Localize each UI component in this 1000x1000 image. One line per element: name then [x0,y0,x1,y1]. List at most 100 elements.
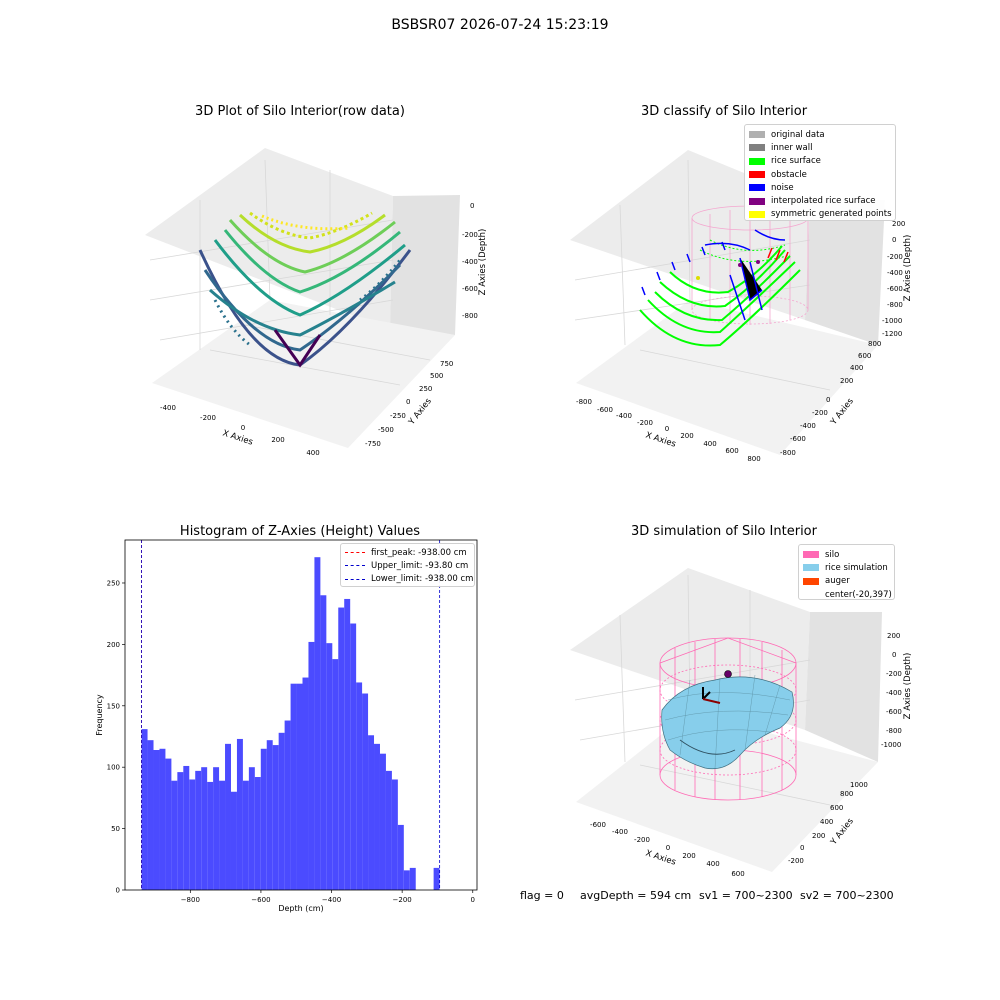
z-tick: 0 [892,236,896,244]
histogram-bar [326,643,333,890]
x-tick: -400 [616,412,632,420]
legend-swatch [749,131,765,139]
legend-swatch [803,577,819,585]
y-tick: 400 [850,364,863,372]
z-tick: -200 [886,670,902,678]
histogram-bar [391,779,398,890]
x-tick: -600 [590,821,606,829]
histogram-bar [362,693,369,890]
histogram-bar [141,729,148,890]
y-tick: -200 [812,409,828,417]
obstacle-points [767,247,789,263]
noise-points [641,229,786,321]
raw-data-3d-plot: -400 -200 0 200 400 -750 -500 -250 0 250… [145,148,488,457]
x-tick: 800 [747,455,760,463]
side-pane [805,612,882,762]
z-tick: 200 [892,220,905,228]
y-tick: 600 [858,352,871,360]
histogram-bar [368,735,375,890]
histogram-bar [350,623,357,890]
histogram-bar [189,779,196,890]
histogram-bar [272,745,279,890]
legend-item-symmetric: symmetric generated points [749,208,892,221]
histogram-bar [308,641,315,890]
legend-item-rice-simulation: rice simulation [803,561,888,574]
y-tick: -200 [788,857,804,865]
y-tick-label: 200 [107,641,120,649]
x-tick: -200 [200,414,216,422]
z-tick: 200 [887,632,900,640]
legend-swatch [749,171,765,179]
y-tick: 1000 [850,781,868,789]
histogram-bar [403,870,410,890]
z-axis-label: Z Axies (Depth) [903,653,913,720]
histogram-bar [225,743,231,890]
legend-item-first-peak: first_peak: -938.00 cm [345,546,468,559]
x-tick: 200 [271,436,284,444]
legend-swatch [749,144,765,152]
histogram-bar [171,780,178,890]
z-tick: -400 [886,689,902,697]
x-axis-label: X Axies [221,428,254,447]
histogram-bar [356,682,363,890]
axis-ticks: -600 -400 -200 0 200 400 600 -200 0 200 … [590,632,902,878]
y-tick: -400 [800,422,816,430]
legend-line-swatch [345,565,365,567]
rice-surface-mesh [664,674,791,769]
histogram-bar [183,765,190,890]
legend-line-swatch [345,578,365,580]
rice-simulation-surface [661,676,794,770]
legend-swatch [803,551,819,559]
x-axis-label: Depth (cm) [278,904,323,913]
x-tick: -800 [576,398,592,406]
y-axis-ticks: 0 50 100 150 200 250 [107,579,125,895]
histogram-bar [344,598,351,890]
z-tick: -1000 [882,317,902,325]
x-tick-label: −800 [181,896,200,904]
histogram-bar [230,791,237,890]
rice-surface [639,245,801,347]
histogram-bar [260,748,267,890]
histogram-bar [147,740,154,890]
side-pane [390,195,460,335]
legend-item-lower-limit: Lower_limit: -938.00 cm [345,573,473,586]
histogram-bar [374,743,380,890]
x-tick-label: 0 [471,896,475,904]
y-tick: 200 [812,832,825,840]
histogram-bar [338,607,345,890]
x-tick: -200 [634,836,650,844]
z-tick: -200 [462,231,478,239]
z-tick: 0 [470,202,474,210]
x-tick: 0 [665,425,669,433]
x-axis-label: X Axies [644,848,677,867]
axis-ticks: -800 -600 -400 -200 0 200 400 600 800 -8… [576,220,905,463]
histogram-bar [320,595,327,890]
y-tick: -600 [790,435,806,443]
z-tick: -600 [462,285,478,293]
y-tick: 0 [406,398,410,406]
y-tick: 500 [430,372,443,380]
y-tick-label: 0 [116,887,120,895]
legend-item-inner-wall: inner wall [749,141,889,154]
x-tick-label: −600 [251,896,270,904]
histogram-bar [409,867,416,890]
y-tick: -250 [390,412,406,420]
histogram-bar [177,772,184,890]
histogram-bar [207,781,214,890]
x-tick: -600 [597,406,613,414]
x-tick-label: −400 [322,896,341,904]
center-point [724,670,732,678]
y-axis-label: Y Axies [406,396,434,428]
x-tick: -400 [612,828,628,836]
y-tick-label: 100 [107,764,120,772]
legend-item-noise: noise [749,181,889,194]
side-pane [805,200,885,345]
z-tick: -600 [886,708,902,716]
histogram-bar [201,767,208,890]
auger-marker [702,687,721,704]
histogram-threshold-lines [141,540,441,890]
histogram-bar [153,750,160,890]
legend-swatch [749,157,765,165]
z-axis-label: Z Axies (Depth) [903,235,913,302]
z-tick: -400 [887,269,903,277]
